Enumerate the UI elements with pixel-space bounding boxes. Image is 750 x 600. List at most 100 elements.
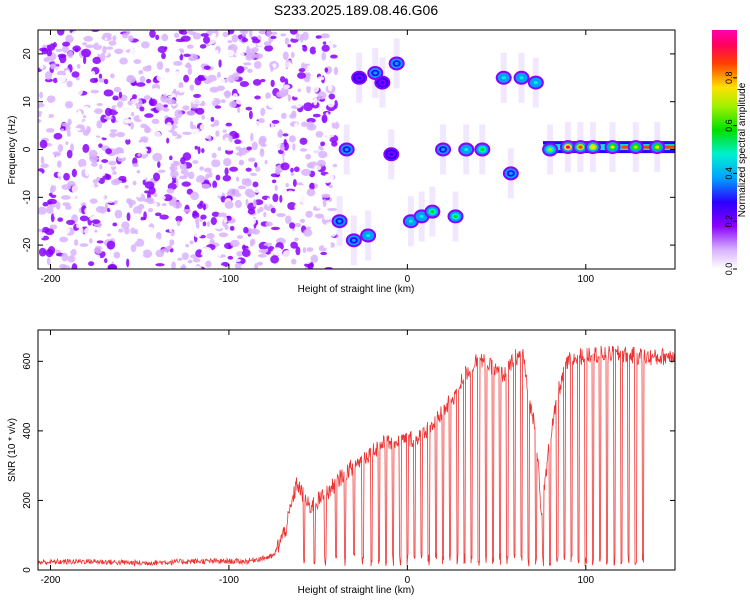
- noise-blob: [210, 217, 217, 226]
- noise-blob: [161, 248, 171, 253]
- noise-blob: [121, 221, 130, 230]
- noise-blob: [98, 170, 106, 177]
- noise-blob: [132, 94, 137, 100]
- noise-blob: [297, 88, 302, 93]
- noise-blob: [216, 191, 223, 196]
- noise-blob: [106, 233, 112, 237]
- noise-blob: [333, 66, 339, 76]
- noise-blob: [115, 180, 123, 184]
- noise-blob: [51, 101, 59, 106]
- noise-blob: [276, 212, 287, 218]
- noise-blob: [166, 137, 170, 144]
- noise-blob: [131, 236, 138, 243]
- noise-blob: [223, 216, 228, 224]
- noise-blob: [284, 78, 289, 86]
- noise-blob: [294, 222, 302, 228]
- noise-blob: [266, 180, 272, 188]
- noise-blob: [290, 172, 295, 176]
- noise-blob: [186, 44, 194, 49]
- noise-blob: [212, 99, 219, 107]
- x-tick-label: -200: [40, 575, 60, 586]
- noise-blob: [200, 214, 207, 220]
- spectrogram-x-ticks: -200 -100 0 100: [40, 30, 595, 285]
- noise-blob: [45, 248, 54, 258]
- noise-blob: [193, 171, 198, 175]
- noise-blob: [309, 46, 317, 55]
- noise-blob: [139, 263, 146, 269]
- snr-y-ticks: 0 200 400 600: [22, 353, 675, 573]
- noise-blob: [70, 143, 74, 153]
- noise-blob: [258, 30, 268, 35]
- noise-blob: [55, 155, 60, 163]
- spectral-feature: [502, 166, 519, 181]
- noise-blob: [71, 184, 80, 194]
- noise-blob: [182, 264, 186, 269]
- noise-blob: [197, 203, 204, 210]
- noise-blob: [193, 265, 202, 269]
- noise-blob: [176, 75, 182, 83]
- noise-blob: [313, 97, 318, 106]
- noise-blob: [202, 221, 207, 227]
- noise-blob: [159, 214, 169, 220]
- noise-blob: [257, 253, 267, 258]
- noise-blob: [311, 73, 317, 83]
- noise-blob: [241, 30, 247, 37]
- noise-blob: [331, 59, 335, 68]
- noise-blob: [285, 215, 292, 225]
- noise-blob: [289, 113, 297, 119]
- noise-blob: [132, 213, 141, 222]
- noise-blob: [160, 143, 170, 153]
- noise-blob: [76, 63, 81, 69]
- noise-blob: [223, 157, 232, 167]
- noise-blob: [124, 184, 129, 189]
- noise-blob: [317, 76, 325, 81]
- x-tick-label: 0: [405, 274, 411, 285]
- noise-blob: [83, 35, 94, 42]
- noise-blob: [251, 47, 259, 53]
- noise-blob: [248, 110, 253, 120]
- noise-blob: [197, 146, 201, 155]
- noise-blob: [303, 236, 309, 242]
- noise-blob: [153, 238, 161, 248]
- snr-plot-area: [38, 330, 675, 570]
- noise-blob: [294, 204, 299, 210]
- noise-blob: [49, 224, 58, 230]
- noise-blob: [40, 163, 49, 169]
- noise-blob: [185, 243, 190, 248]
- noise-blob: [301, 121, 308, 127]
- noise-blob: [61, 184, 72, 190]
- noise-blob: [90, 162, 98, 167]
- noise-blob: [214, 67, 223, 75]
- noise-blob: [126, 30, 131, 34]
- noise-blob: [178, 81, 184, 90]
- noise-blob: [325, 222, 334, 228]
- noise-blob: [283, 138, 287, 148]
- noise-blob: [39, 139, 48, 149]
- noise-blob: [251, 36, 258, 41]
- noise-blob: [84, 207, 94, 215]
- noise-blob: [187, 259, 193, 264]
- noise-blob: [100, 248, 110, 252]
- x-tick-label: -100: [219, 274, 239, 285]
- noise-blob: [101, 159, 109, 163]
- noise-blob: [216, 265, 226, 269]
- noise-blob: [143, 95, 151, 100]
- noise-blob: [278, 156, 284, 165]
- noise-blob: [109, 205, 113, 211]
- noise-blob: [219, 216, 224, 221]
- noise-blob: [331, 128, 338, 134]
- carrier-band-core: [621, 145, 675, 149]
- noise-blob: [216, 85, 226, 91]
- spectral-feature: [435, 142, 452, 157]
- noise-blob: [192, 227, 199, 232]
- noise-blob: [108, 264, 118, 269]
- noise-blob: [146, 146, 152, 154]
- noise-blob: [287, 201, 297, 211]
- noise-blob: [142, 249, 153, 258]
- noise-blob: [136, 246, 143, 254]
- noise-blob: [71, 168, 77, 178]
- noise-blob: [82, 115, 87, 119]
- noise-blob: [76, 88, 83, 96]
- spectral-feature: [388, 56, 405, 71]
- noise-blob: [287, 44, 291, 48]
